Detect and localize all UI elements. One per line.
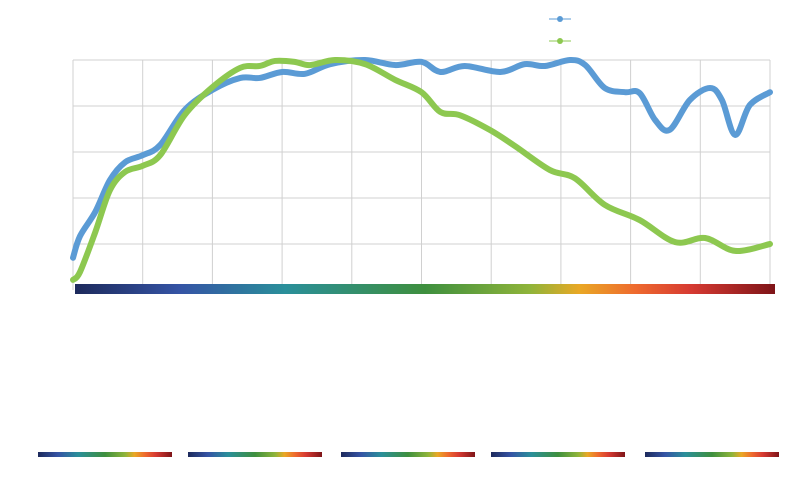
color-bar [75, 284, 775, 294]
series-line [70, 56, 773, 283]
color-bar [38, 452, 172, 457]
color-bar [491, 452, 625, 457]
series-line [70, 56, 773, 261]
legend-marker [557, 16, 563, 22]
plot [70, 56, 773, 283]
legend-marker [557, 38, 563, 44]
color-bar [341, 452, 475, 457]
color-bar [188, 452, 322, 457]
color-bar [645, 452, 779, 457]
legend [549, 16, 571, 44]
